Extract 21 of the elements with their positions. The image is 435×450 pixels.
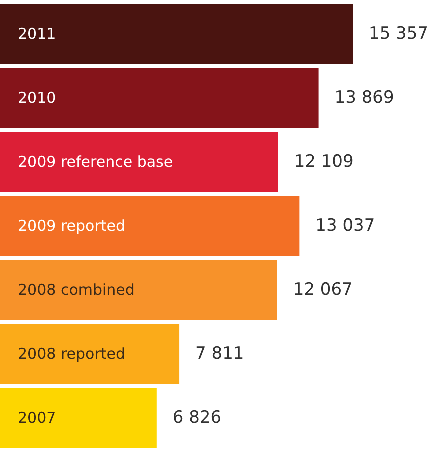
- y-tick-label: 2011: [18, 25, 56, 43]
- bar: [0, 324, 180, 384]
- bar: [0, 132, 278, 192]
- bar: [0, 196, 300, 256]
- data-label: 13 037: [316, 216, 376, 236]
- data-label: 13 869: [334, 88, 394, 108]
- bar: [0, 4, 353, 64]
- data-label: 12 067: [293, 280, 353, 300]
- data-label: 6 826: [172, 408, 222, 428]
- data-label: 7 811: [196, 344, 244, 364]
- y-tick-label: 2009 reference base: [18, 153, 174, 171]
- y-tick-label: 2010: [18, 89, 56, 107]
- bar: [0, 388, 157, 448]
- data-label: 15 357: [369, 24, 428, 44]
- y-tick-label: 2007: [18, 409, 56, 427]
- y-tick-label: 2008 reported: [18, 345, 126, 363]
- data-label: 12 109: [294, 152, 354, 172]
- y-tick-label: 2009 reported: [18, 217, 126, 235]
- bar: [0, 260, 278, 320]
- bar: [0, 68, 319, 128]
- y-tick-label: 2008 combined: [18, 281, 135, 299]
